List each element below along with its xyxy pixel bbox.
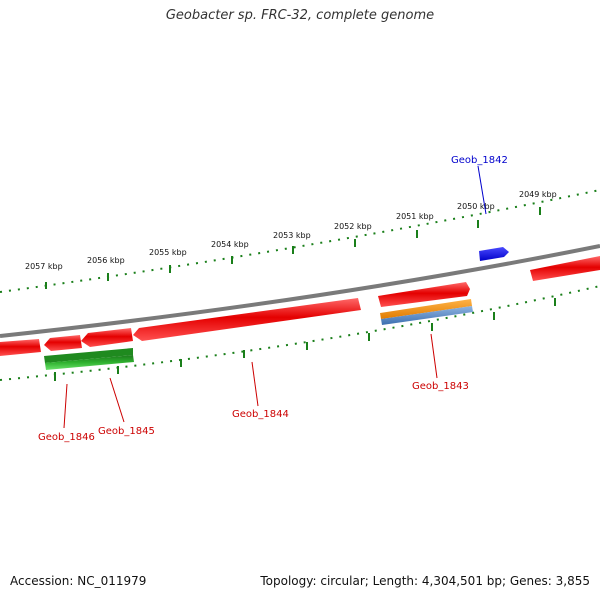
connector-geob-1844 xyxy=(251,361,259,407)
scale-label-2053: 2053 kbp xyxy=(273,231,311,240)
cds-geob-1843-orange[interactable] xyxy=(380,299,472,319)
gene-reverse-left[interactable] xyxy=(0,339,41,356)
label-geob-1846[interactable]: Geob_1846 xyxy=(38,432,95,443)
gene-geob-1842[interactable] xyxy=(479,247,509,261)
label-geob-1844[interactable]: Geob_1844 xyxy=(232,409,289,420)
scale-label-2052: 2052 kbp xyxy=(334,222,372,231)
genome-backbone xyxy=(0,244,600,338)
gene-forward-mid[interactable] xyxy=(378,282,470,307)
outer-major-ticks xyxy=(45,207,541,289)
scale-label-2050: 2050 kbp xyxy=(457,202,495,211)
scale-label-2054: 2054 kbp xyxy=(211,240,249,249)
scale-label-2049: 2049 kbp xyxy=(519,190,557,199)
label-geob-1843[interactable]: Geob_1843 xyxy=(412,381,469,392)
scale-label-2055: 2055 kbp xyxy=(149,248,187,257)
scale-label-2057: 2057 kbp xyxy=(25,262,63,271)
topology-text: Topology: circular; Length: 4,304,501 bp… xyxy=(260,574,590,588)
gene-reverse-small[interactable] xyxy=(44,335,82,351)
label-geob-1845[interactable]: Geob_1845 xyxy=(98,426,155,437)
gene-forward-right[interactable] xyxy=(530,256,600,281)
scale-label-2056: 2056 kbp xyxy=(87,256,125,265)
connector-geob-1846 xyxy=(63,383,68,429)
accession-text: Accession: NC_011979 xyxy=(10,574,147,588)
inner-major-ticks xyxy=(54,298,556,381)
rna-geob-1846-dark[interactable] xyxy=(44,348,133,363)
map-title: Geobacter sp. FRC-32, complete genome xyxy=(165,8,435,23)
gene-geob-1844[interactable] xyxy=(133,298,361,341)
connector-geob-1843 xyxy=(430,333,438,379)
gene-geob-1845[interactable] xyxy=(81,328,133,347)
label-geob-1842[interactable]: Geob_1842 xyxy=(451,155,508,166)
rna-geob-1846-light[interactable] xyxy=(45,355,134,370)
scale-label-2051: 2051 kbp xyxy=(396,212,434,221)
scale-labels: 2057 kbp 2056 kbp 2055 kbp 2054 kbp 2053… xyxy=(25,190,557,271)
cds-geob-1843-blue[interactable] xyxy=(381,306,473,325)
connector-geob-1842 xyxy=(477,165,487,215)
outer-tick-ring xyxy=(0,189,600,293)
connector-geob-1845 xyxy=(109,377,125,423)
